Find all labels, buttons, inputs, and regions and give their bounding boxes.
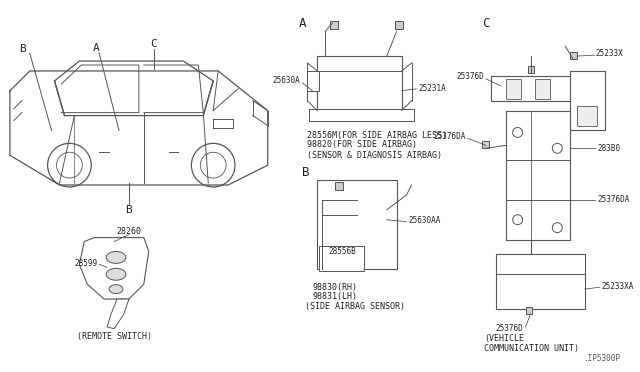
Bar bbox=[491, 76, 580, 101]
Ellipse shape bbox=[109, 285, 123, 294]
Bar bbox=[335, 182, 343, 190]
Text: 28599: 28599 bbox=[74, 259, 97, 268]
Text: C: C bbox=[150, 39, 157, 49]
Text: B: B bbox=[301, 166, 309, 179]
Text: (SIDE AIRBAG SENSOR): (SIDE AIRBAG SENSOR) bbox=[305, 302, 405, 311]
Text: 25630A: 25630A bbox=[273, 76, 300, 86]
Text: (VEHICLE: (VEHICLE bbox=[484, 334, 524, 343]
Bar bbox=[307, 71, 319, 91]
Bar bbox=[309, 109, 413, 121]
Text: 25376D: 25376D bbox=[456, 73, 484, 81]
Text: 28556M(FOR SIDE AIRBAG LESS): 28556M(FOR SIDE AIRBAG LESS) bbox=[307, 131, 447, 140]
Text: 98820(FOR SIDE AIRBAG): 98820(FOR SIDE AIRBAG) bbox=[307, 140, 417, 149]
Bar bbox=[570, 52, 577, 59]
Bar bbox=[570, 71, 605, 131]
Text: A: A bbox=[93, 43, 100, 53]
Bar bbox=[506, 110, 570, 240]
Text: (SENSOR & DIAGNOSIS AIRBAG): (SENSOR & DIAGNOSIS AIRBAG) bbox=[307, 151, 442, 160]
Ellipse shape bbox=[106, 251, 126, 263]
Bar bbox=[330, 22, 338, 29]
Bar bbox=[506, 79, 520, 99]
Bar bbox=[482, 141, 489, 148]
Text: (REMOTE SWITCH): (REMOTE SWITCH) bbox=[77, 332, 152, 341]
Text: 25233XA: 25233XA bbox=[602, 282, 634, 291]
Text: 28260: 28260 bbox=[116, 227, 141, 236]
Text: 98831(LH): 98831(LH) bbox=[312, 292, 357, 301]
Text: B: B bbox=[19, 44, 26, 54]
Text: 25376DA: 25376DA bbox=[434, 132, 466, 141]
Bar bbox=[527, 66, 534, 73]
Bar bbox=[319, 247, 364, 271]
Bar bbox=[395, 22, 403, 29]
Polygon shape bbox=[79, 238, 148, 299]
Polygon shape bbox=[107, 299, 129, 329]
Text: 283B0: 283B0 bbox=[597, 144, 620, 153]
Text: .IP5300P: .IP5300P bbox=[583, 354, 620, 363]
Text: A: A bbox=[299, 17, 306, 30]
Text: 25231A: 25231A bbox=[419, 84, 446, 93]
Text: 25376DA: 25376DA bbox=[597, 195, 629, 204]
Text: 25376D: 25376D bbox=[496, 324, 524, 333]
Text: 98830(RH): 98830(RH) bbox=[312, 283, 357, 292]
Text: COMMUNICATION UNIT): COMMUNICATION UNIT) bbox=[484, 344, 579, 353]
Bar bbox=[317, 56, 402, 110]
Bar bbox=[496, 254, 585, 309]
Text: 25630AA: 25630AA bbox=[408, 216, 441, 225]
Ellipse shape bbox=[106, 268, 126, 280]
Text: C: C bbox=[482, 17, 490, 30]
Bar bbox=[577, 106, 597, 125]
Bar bbox=[317, 180, 397, 269]
Text: 25233X: 25233X bbox=[595, 49, 623, 58]
Text: 28556B: 28556B bbox=[328, 247, 356, 256]
Text: B: B bbox=[125, 205, 132, 215]
Bar bbox=[536, 79, 550, 99]
Bar bbox=[525, 307, 532, 314]
